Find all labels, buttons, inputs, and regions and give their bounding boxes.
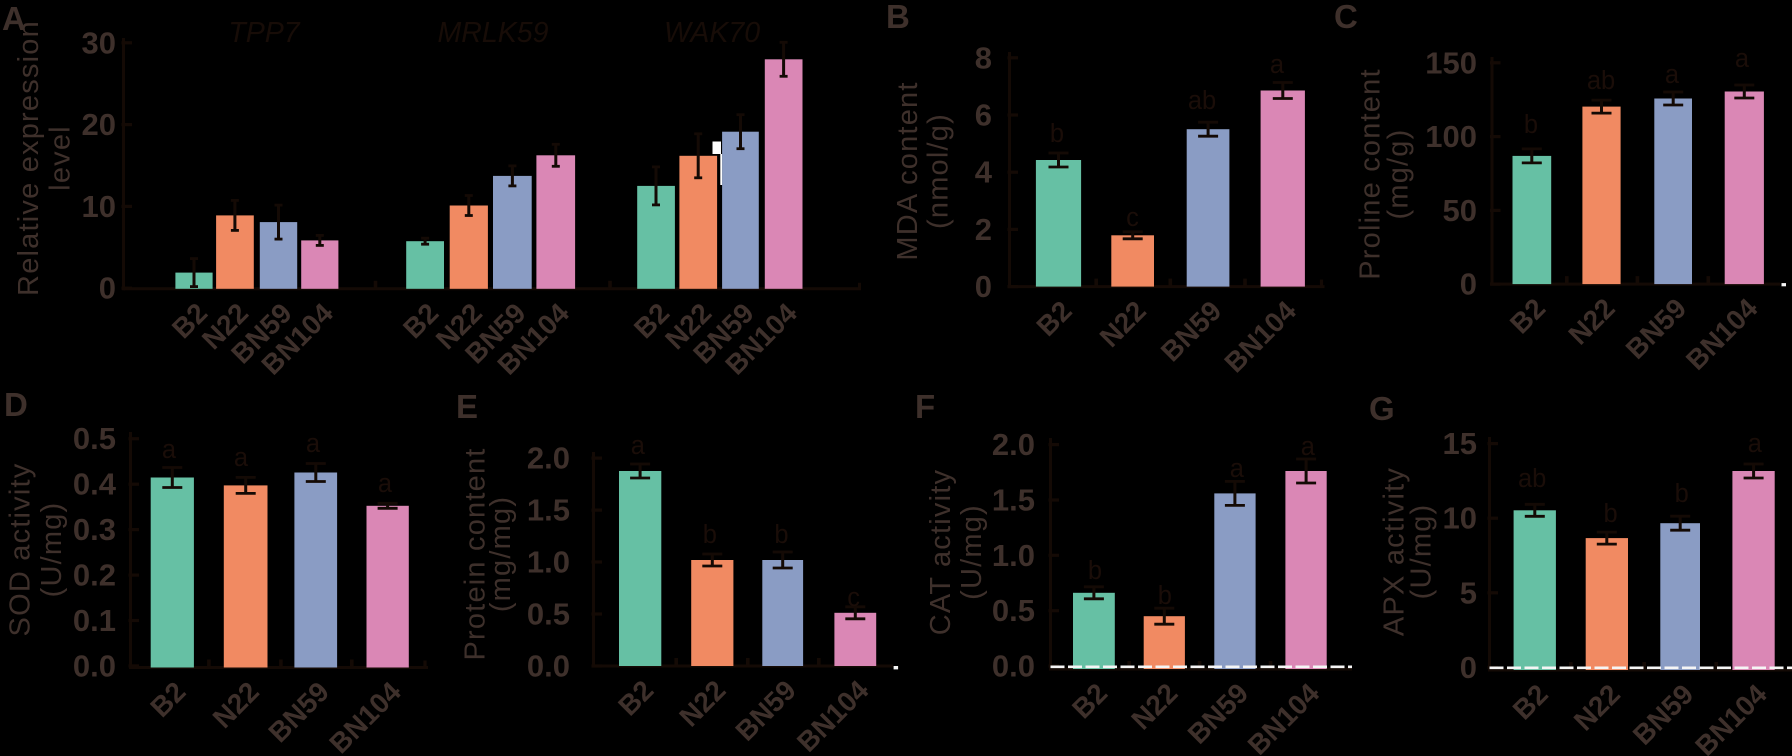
svg-text:b: b	[1604, 500, 1618, 528]
svg-text:WAK70: WAK70	[664, 17, 760, 49]
svg-text:a: a	[1748, 430, 1763, 458]
svg-text:0.0: 0.0	[527, 649, 570, 684]
svg-text:(mg/mg): (mg/mg)	[485, 496, 517, 612]
svg-text:c: c	[1126, 204, 1139, 232]
svg-text:a: a	[1665, 61, 1680, 89]
svg-text:E: E	[456, 388, 478, 425]
svg-text:a: a	[162, 436, 177, 464]
svg-text:0: 0	[99, 271, 116, 306]
svg-text:(U/mg): (U/mg)	[36, 502, 68, 598]
svg-text:5: 5	[1460, 575, 1477, 610]
svg-text:0.5: 0.5	[73, 421, 116, 456]
svg-text:0.2: 0.2	[73, 558, 116, 593]
svg-text:a: a	[1735, 45, 1750, 73]
svg-text:b: b	[1524, 111, 1538, 139]
svg-text:4: 4	[975, 155, 993, 190]
svg-text:0.4: 0.4	[73, 467, 117, 502]
svg-text:D: D	[4, 386, 28, 423]
svg-text:a: a	[1301, 433, 1316, 461]
svg-text:a: a	[1230, 455, 1245, 483]
svg-text:1.5: 1.5	[992, 483, 1035, 518]
svg-text:b: b	[703, 521, 717, 549]
svg-text:20: 20	[82, 107, 116, 142]
svg-text:15: 15	[1443, 426, 1477, 461]
svg-text:0.1: 0.1	[73, 603, 116, 638]
svg-text:a: a	[306, 430, 321, 458]
svg-text:0: 0	[1460, 267, 1477, 302]
svg-text:10: 10	[82, 189, 116, 224]
svg-text:0: 0	[1460, 650, 1477, 685]
svg-text:0.0: 0.0	[992, 649, 1035, 684]
svg-text:0.0: 0.0	[73, 648, 116, 683]
svg-text:2.0: 2.0	[527, 441, 570, 476]
svg-text:SOD activity: SOD activity	[5, 463, 37, 637]
svg-text:MRLK59: MRLK59	[438, 17, 549, 49]
svg-text:ab: ab	[1518, 465, 1546, 493]
svg-text:a: a	[234, 444, 249, 472]
svg-text:1.0: 1.0	[992, 538, 1035, 573]
svg-text:b: b	[774, 521, 788, 549]
svg-text:A: A	[2, 0, 26, 37]
svg-text:10: 10	[1443, 501, 1477, 536]
svg-text:(mg/g): (mg/g)	[1383, 129, 1415, 220]
svg-text:150: 150	[1425, 45, 1477, 80]
svg-text:CAT activity: CAT activity	[925, 469, 957, 635]
svg-text:6: 6	[975, 98, 992, 133]
svg-text:b: b	[1088, 557, 1102, 585]
svg-text:G: G	[1369, 390, 1395, 427]
svg-text:1.0: 1.0	[527, 545, 570, 580]
svg-text:0.3: 0.3	[73, 512, 116, 547]
svg-text:Protein content: Protein content	[460, 447, 492, 660]
svg-text:Proline content: Proline content	[1355, 68, 1387, 279]
svg-text:b: b	[1158, 582, 1172, 610]
svg-text:F: F	[915, 388, 935, 425]
svg-text:APX activity: APX activity	[1379, 467, 1411, 636]
svg-text:50: 50	[1443, 193, 1477, 228]
svg-text:2: 2	[975, 212, 992, 247]
svg-text:c: c	[847, 584, 860, 612]
svg-text:100: 100	[1425, 119, 1477, 154]
svg-text:a: a	[631, 432, 646, 460]
svg-text:(U/mg): (U/mg)	[1406, 504, 1438, 600]
svg-text:8: 8	[975, 40, 992, 75]
svg-text:B: B	[886, 0, 910, 35]
svg-text:a: a	[378, 470, 393, 498]
svg-text:(nmol/g): (nmol/g)	[923, 113, 955, 229]
svg-text:0: 0	[975, 269, 992, 304]
svg-text:Relative expression: Relative expression	[13, 20, 45, 296]
svg-text:(U/mg): (U/mg)	[956, 504, 988, 600]
svg-text:1.5: 1.5	[527, 493, 570, 528]
svg-text:2.0: 2.0	[992, 427, 1035, 462]
svg-text:ab: ab	[1188, 87, 1216, 115]
svg-text:b: b	[1675, 480, 1689, 508]
svg-text:C: C	[1334, 0, 1358, 35]
svg-text:b: b	[1050, 120, 1064, 148]
svg-text:30: 30	[82, 25, 116, 60]
svg-text:a: a	[1270, 51, 1285, 79]
svg-text:0.5: 0.5	[527, 597, 570, 632]
svg-text:ab: ab	[1587, 67, 1615, 95]
svg-text:TPP7: TPP7	[228, 17, 300, 49]
svg-text:level: level	[45, 125, 77, 191]
svg-text:0.5: 0.5	[992, 593, 1035, 628]
svg-text:MDA content: MDA content	[892, 81, 924, 260]
